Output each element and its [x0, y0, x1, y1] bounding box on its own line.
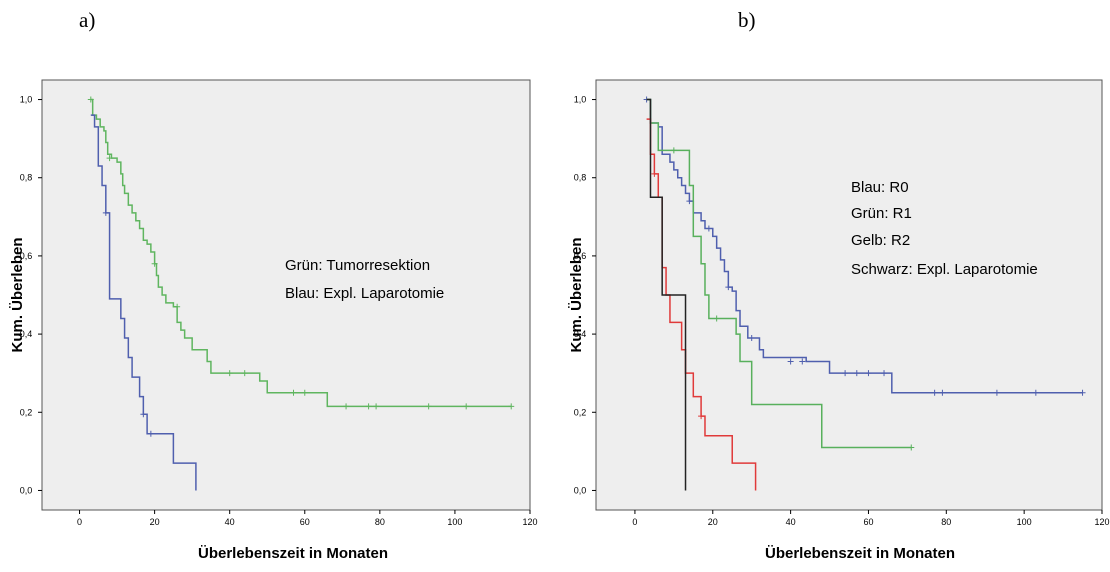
chart-b-annotation: Schwarz: Expl. Laparotomie — [851, 261, 1038, 278]
chart-b: 0 20 40 60 80 100 120 0,0 0,2 0,4 0,6 0,8 1,0 Überleb… — [568, 79, 1110, 562]
chart-b-series-0-censor-mark — [1079, 389, 1086, 396]
chart-b-annotation: Gelb: R2 — [851, 232, 910, 249]
chart-b-series-0-censor-mark — [787, 358, 794, 365]
chart-b-annotation: Grün: R1 — [851, 205, 912, 222]
chart-a-series-0-censor-mark — [463, 403, 470, 410]
chart-a-series-0-censor-mark — [425, 403, 432, 410]
chart-a-series-0-censor-mark — [301, 389, 308, 396]
chart-a-plot-area — [41, 79, 531, 511]
chart-b-series-1-censor-mark — [908, 444, 915, 451]
chart-a-y-tick-label: 0,8 — [20, 173, 33, 183]
chart-a-series-0-censor-mark — [87, 96, 94, 103]
chart-b-series-1-censor-mark — [713, 315, 720, 322]
chart-a-series-1-line — [90, 114, 197, 491]
chart-a-y-tick-label: 0,4 — [20, 329, 33, 339]
chart-b-x-tick-label: 60 — [863, 517, 873, 527]
chart-b-y-tick-label: 1,0 — [574, 95, 587, 105]
chart-a-annotation: Grün: Tumorresektion — [285, 257, 430, 274]
chart-b-y-axis-title: Kum. Überleben — [568, 237, 585, 352]
chart-b-annotation: Blau: R0 — [851, 179, 909, 196]
chart-b-x-tick-label: 0 — [632, 517, 637, 527]
chart-b-series-0-censor-mark — [993, 389, 1000, 396]
chart-b-y-tick-label: 0,2 — [574, 407, 587, 417]
chart-a-x-tick-label: 20 — [150, 517, 160, 527]
chart-a-x-axis-title: Überlebenszeit in Monaten — [198, 545, 388, 562]
chart-b-x-tick-label: 40 — [786, 517, 796, 527]
chart-b-x-tick-label: 100 — [1017, 517, 1032, 527]
chart-b-x-tick-label: 80 — [941, 517, 951, 527]
chart-b-series-0-censor-mark — [748, 335, 755, 341]
chart-a-x-tick-label: 40 — [225, 517, 235, 527]
chart-a-y-tick-label: 0,6 — [20, 251, 33, 261]
chart-b-series-0-censor-mark — [865, 370, 872, 377]
chart-a-y-tick-label: 1,0 — [20, 95, 33, 105]
chart-b-series-0-censor-mark — [939, 389, 946, 396]
chart-a-series-0-censor-mark — [373, 403, 380, 410]
chart-b-x-tick-label: 120 — [1094, 517, 1109, 527]
chart-b-y-tick-label: 0,4 — [574, 329, 587, 339]
chart-a-series-0-censor-mark — [151, 260, 158, 267]
chart-b-series-0-censor-mark — [1032, 389, 1039, 396]
chart-b-series-3-line — [646, 98, 687, 491]
chart-b-series-0-censor-mark — [853, 370, 860, 377]
chart-b-series-0-censor-mark — [881, 370, 888, 377]
chart-b-y-tick-label: 0,6 — [574, 251, 587, 261]
chart-a: 0 20 40 60 80 100 120 0,0 0,2 0,4 0,6 0,8 1,0 Überleb… — [9, 79, 538, 562]
chart-a-x-tick-label: 80 — [375, 517, 385, 527]
chart-b-y-tick-label: 0,0 — [574, 485, 587, 495]
chart-b-series-0-line — [646, 98, 1083, 394]
panel-label-b: b) — [738, 8, 756, 32]
chart-a-x-tick-label: 60 — [300, 517, 310, 527]
chart-a-series-0-line — [90, 98, 512, 408]
chart-a-series-1-censor-mark — [140, 411, 147, 418]
chart-b-y-tick-label: 0,8 — [574, 173, 587, 183]
chart-a-y-tick-label: 0,0 — [20, 485, 33, 495]
chart-a-y-axis-title: Kum. Überleben — [9, 237, 26, 352]
chart-a-series-0-censor-mark — [365, 403, 372, 410]
chart-b-series-1-censor-mark — [670, 147, 677, 154]
chart-b-series-0-censor-mark — [705, 225, 712, 232]
chart-a-annotation: Blau: Expl. Laparotomie — [285, 285, 444, 302]
chart-b-series-0-censor-mark — [931, 389, 938, 396]
chart-b-series-0-censor-mark — [799, 358, 806, 365]
chart-a-series-0-censor-mark — [241, 370, 248, 377]
chart-b-series-0-censor-mark — [842, 370, 849, 377]
chart-a-x-tick-label: 0 — [77, 517, 82, 527]
chart-b-series-2-censor-mark — [698, 413, 705, 420]
chart-a-series-0-censor-mark — [343, 403, 350, 410]
chart-a-series-1-censor-mark — [102, 209, 109, 216]
chart-a-series-0-censor-mark — [226, 370, 233, 377]
chart-a-series-0-censor-mark — [106, 155, 113, 162]
chart-a-x-tick-label: 120 — [522, 517, 537, 527]
panel-label-a: a) — [79, 8, 96, 32]
chart-b-series-0-censor-mark — [686, 198, 693, 205]
chart-a-series-0-censor-mark — [174, 303, 181, 310]
chart-a-series-0-censor-mark — [290, 389, 297, 396]
chart-b-series-2-censor-mark — [651, 170, 658, 177]
chart-a-series-0-censor-mark — [508, 403, 515, 410]
chart-b-x-tick-label: 20 — [708, 517, 718, 527]
chart-b-x-axis-title: Überlebenszeit in Monaten — [765, 545, 955, 562]
chart-a-x-tick-label: 100 — [447, 517, 462, 527]
chart-a-y-tick-label: 0,2 — [20, 407, 33, 417]
chart-b-series-1-line — [646, 98, 912, 449]
chart-b-series-0-censor-mark — [725, 284, 732, 291]
chart-a-series-1-censor-mark — [147, 430, 154, 437]
